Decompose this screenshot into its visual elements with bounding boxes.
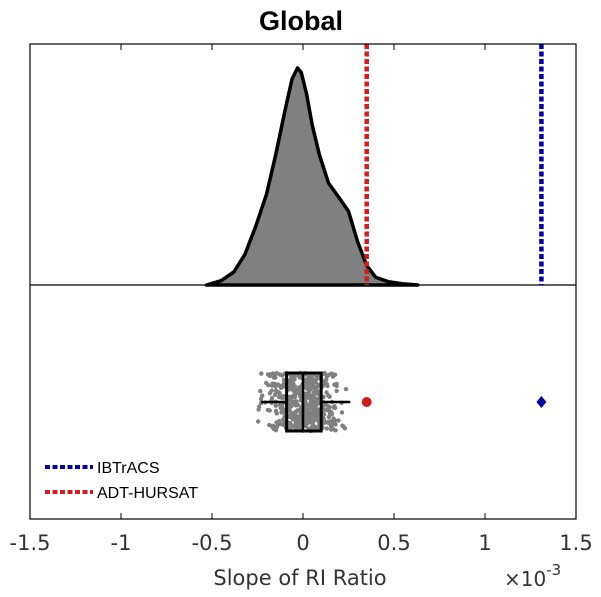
- jitter-point: [258, 388, 263, 394]
- x-tick-label: -0.5: [192, 531, 233, 555]
- jitter-point: [325, 383, 330, 389]
- series-marker-1: [361, 397, 372, 407]
- x-axis-multiplier-exponent: -3: [546, 561, 561, 579]
- jitter-point: [322, 370, 327, 376]
- jitter-point: [294, 403, 299, 408]
- jitter-point: [288, 421, 293, 426]
- x-axis-ticks: -1.5 -1 -0.5 0 0.5 1 1.5: [10, 44, 593, 555]
- jitter-point: [341, 424, 346, 429]
- x-axis-label: Slope of RI Ratio: [213, 566, 386, 590]
- jitter-point: [273, 392, 278, 397]
- jitter-point: [327, 404, 332, 410]
- jitter-point: [281, 419, 287, 425]
- jitter-point: [257, 404, 262, 409]
- x-tick-label: -1: [111, 531, 132, 555]
- jitter-point: [294, 399, 299, 404]
- jitter-point: [293, 390, 298, 395]
- jitter-point: [314, 408, 319, 413]
- jitter-point: [273, 388, 279, 393]
- jitter-point: [271, 426, 277, 432]
- chart-title: Global: [259, 6, 343, 36]
- jitter-point: [321, 407, 327, 412]
- jitter-point: [336, 418, 341, 423]
- jitter-point: [291, 386, 296, 392]
- jitter-point: [272, 381, 277, 386]
- legend: IBTrACS ADT-HURSAT: [45, 460, 198, 502]
- x-axis-multiplier: ×10-3: [504, 561, 561, 591]
- jitter-point: [315, 382, 321, 387]
- jitter-point: [267, 391, 273, 396]
- x-tick-label: -1.5: [10, 531, 51, 555]
- x-axis-multiplier-base: ×10: [504, 567, 546, 591]
- jitter-point: [330, 422, 335, 427]
- density-curve: [204, 66, 420, 287]
- jitter-point: [332, 372, 338, 377]
- jitter-point: [310, 422, 316, 428]
- jitter-point: [277, 419, 282, 424]
- plot-area: [29, 43, 577, 520]
- jitter-point: [311, 378, 316, 383]
- jitter-point: [328, 427, 334, 432]
- jitter-point: [331, 405, 336, 410]
- jitter-point: [308, 386, 313, 392]
- jitter-point: [279, 410, 284, 415]
- jitter-point: [269, 395, 275, 401]
- jitter-point: [326, 420, 331, 426]
- jitter-point: [332, 418, 338, 423]
- jitter-point: [274, 371, 279, 376]
- jitter-point: [259, 371, 264, 376]
- jitter-point: [343, 386, 349, 392]
- jitter-point: [326, 393, 331, 398]
- jitter-point: [326, 414, 332, 420]
- jitter-point: [324, 426, 329, 431]
- jitter-point: [277, 390, 282, 396]
- jitter-point: [295, 408, 300, 413]
- jitter-point: [310, 404, 316, 409]
- jitter-point: [334, 383, 339, 389]
- x-tick-label: 0.5: [377, 531, 410, 555]
- jitter-point: [267, 373, 272, 379]
- series-marker-0: [536, 396, 547, 408]
- x-tick-label: 0: [296, 531, 309, 555]
- jitter-point: [311, 397, 316, 402]
- jitter-point: [306, 378, 311, 384]
- jitter-point: [264, 380, 269, 386]
- jitter-point: [324, 377, 329, 382]
- jitter-point: [310, 412, 315, 417]
- jitter-point: [333, 422, 338, 427]
- jitter-point: [265, 407, 271, 413]
- x-tick-label: 1.5: [559, 531, 592, 555]
- jitter-point: [274, 411, 279, 416]
- jitter-point: [303, 413, 309, 419]
- jitter-point: [291, 381, 296, 386]
- x-tick-label: 1: [478, 531, 491, 555]
- jitter-point: [306, 375, 311, 380]
- jitter-point: [339, 410, 345, 415]
- jitter-point: [307, 393, 312, 399]
- jitter-point: [270, 371, 276, 376]
- jitter-point: [316, 417, 321, 422]
- jitter-point: [292, 376, 297, 381]
- jitter-point: [277, 402, 283, 407]
- jitter-point: [269, 423, 274, 429]
- jitter-point: [276, 394, 282, 400]
- jitter-point: [311, 389, 317, 395]
- jitter-point: [314, 376, 320, 381]
- jitter-point: [260, 393, 265, 398]
- jitter-point: [258, 396, 264, 402]
- jitter-point: [327, 411, 333, 416]
- jitter-point: [334, 388, 339, 394]
- jitter-point: [303, 403, 308, 409]
- jitter-point: [291, 415, 296, 420]
- jitter-point: [315, 391, 321, 397]
- jitter-point: [273, 403, 278, 408]
- legend-label-0: IBTrACS: [97, 460, 160, 477]
- jitter-point: [277, 383, 282, 388]
- jitter-point: [296, 417, 301, 423]
- jitter-point: [297, 375, 302, 380]
- jitter-point: [316, 400, 321, 406]
- jitter-point: [255, 419, 261, 424]
- legend-label-1: ADT-HURSAT: [97, 485, 198, 502]
